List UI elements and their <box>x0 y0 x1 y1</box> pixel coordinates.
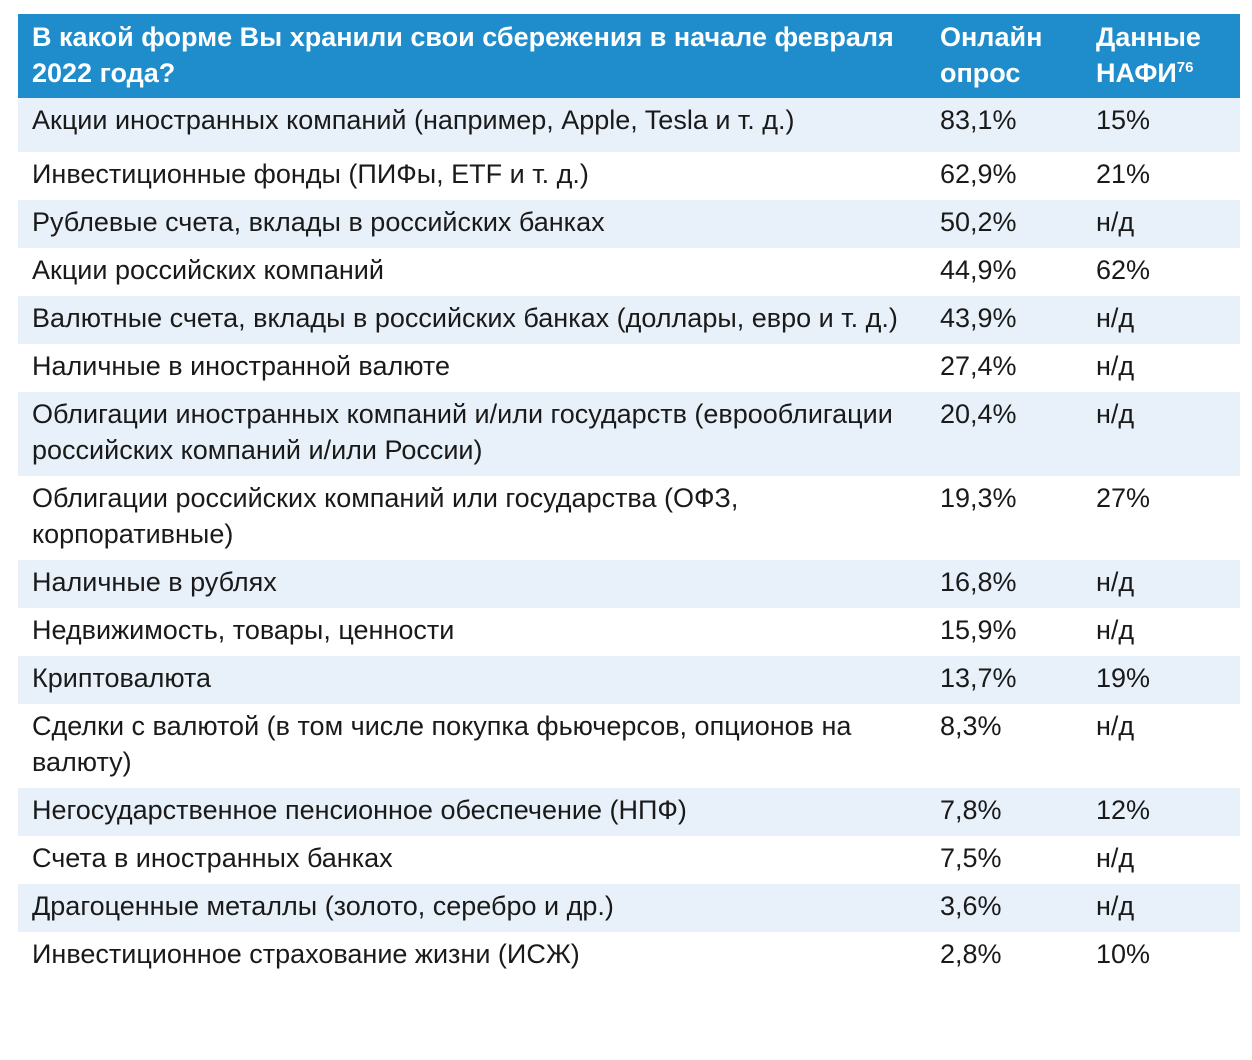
row-nafi-value: 10% <box>1096 939 1151 969</box>
row-label: Акции российских компаний <box>32 255 384 285</box>
row-label: Наличные в рублях <box>18 560 930 608</box>
row-online-value: 62,9% <box>940 159 1017 189</box>
row-label: Сделки с валютой (в том числе покупка фь… <box>32 711 852 777</box>
table-row: Наличные в рублях 16,8% н/д <box>18 560 1240 608</box>
row-online-value: 8,3% <box>940 711 1002 741</box>
row-nafi-value: н/д <box>1086 200 1240 248</box>
row-label: Негосударственное пенсионное обеспечение… <box>18 788 930 836</box>
row-online-value: 83,1% <box>930 98 1086 152</box>
table-row: Валютные счета, вклады в российских банк… <box>18 296 1240 344</box>
row-label: Инвестиционные фонды (ПИФы, ETF и т. д.) <box>32 159 589 189</box>
row-label: Рублевые счета, вклады в российских банк… <box>18 200 930 248</box>
row-online-value: 20,4% <box>930 392 1086 476</box>
row-label: Облигации иностранных компаний и/или гос… <box>18 392 930 476</box>
table-row: Акции иностранных компаний (например, Ap… <box>18 98 1240 152</box>
table-row: Недвижимость, товары, ценности 15,9% н/д <box>18 608 1240 656</box>
footnote-marker: 76 <box>1176 59 1194 76</box>
table-row: Негосударственное пенсионное обеспечение… <box>18 788 1240 836</box>
row-label: Облигации российских компаний или госуда… <box>32 483 739 549</box>
row-online-value: 19,3% <box>940 483 1017 513</box>
table-row: Инвестиционные фонды (ПИФы, ETF и т. д.)… <box>18 152 1240 200</box>
table-row: Счета в иностранных банках 7,5% н/д <box>18 836 1240 884</box>
row-nafi-value: н/д <box>1096 615 1135 645</box>
row-online-value: 13,7% <box>930 656 1086 704</box>
row-online-value: 27,4% <box>940 351 1017 381</box>
table-row: Драгоценные металлы (золото, серебро и д… <box>18 884 1240 932</box>
row-online-value: 7,8% <box>930 788 1086 836</box>
row-nafi-value: н/д <box>1086 392 1240 476</box>
row-label: Наличные в иностранной валюте <box>32 351 450 381</box>
row-nafi-value: 19% <box>1086 656 1240 704</box>
row-nafi-value: 27% <box>1096 483 1151 513</box>
row-label: Инвестиционное страхование жизни (ИСЖ) <box>32 939 580 969</box>
table-row: Наличные в иностранной валюте 27,4% н/д <box>18 344 1240 392</box>
row-label: Счета в иностранных банках <box>32 843 393 873</box>
row-label: Драгоценные металлы (золото, серебро и д… <box>18 884 930 932</box>
row-online-value: 50,2% <box>930 200 1086 248</box>
table-row: Инвестиционное страхование жизни (ИСЖ) 2… <box>18 932 1240 980</box>
row-label: Криптовалюта <box>18 656 930 704</box>
table-header-row: В какой форме Вы хранили свои сбережения… <box>18 14 1240 98</box>
row-nafi-value: 21% <box>1096 159 1151 189</box>
row-nafi-value: 15% <box>1086 98 1240 152</box>
header-online-survey: Онлайн опрос <box>930 14 1086 98</box>
row-nafi-value: н/д <box>1086 296 1240 344</box>
row-online-value: 3,6% <box>930 884 1086 932</box>
row-nafi-value: н/д <box>1086 884 1240 932</box>
row-nafi-value: 62% <box>1096 255 1151 285</box>
row-nafi-value: н/д <box>1096 351 1135 381</box>
row-label: Недвижимость, товары, ценности <box>32 615 455 645</box>
row-online-value: 7,5% <box>940 843 1002 873</box>
table-row: Криптовалюта 13,7% 19% <box>18 656 1240 704</box>
row-online-value: 43,9% <box>930 296 1086 344</box>
row-online-value: 16,8% <box>930 560 1086 608</box>
header-nafi-label: Данные НАФИ <box>1096 22 1201 88</box>
row-label: Валютные счета, вклады в российских банк… <box>18 296 930 344</box>
row-online-value: 44,9% <box>940 255 1017 285</box>
table-row: Сделки с валютой (в том числе покупка фь… <box>18 704 1240 788</box>
savings-table: В какой форме Вы хранили свои сбережения… <box>18 14 1240 980</box>
header-question: В какой форме Вы хранили свои сбережения… <box>18 14 930 98</box>
table-row: Акции российских компаний 44,9% 62% <box>18 248 1240 296</box>
header-nafi-data: Данные НАФИ76 <box>1086 14 1240 98</box>
row-online-value: 15,9% <box>940 615 1017 645</box>
row-nafi-value: н/д <box>1096 711 1135 741</box>
row-nafi-value: н/д <box>1096 843 1135 873</box>
savings-table-container: В какой форме Вы хранили свои сбережения… <box>18 14 1240 980</box>
row-nafi-value: н/д <box>1086 560 1240 608</box>
table-row: Облигации российских компаний или госуда… <box>18 476 1240 560</box>
row-online-value: 2,8% <box>940 939 1002 969</box>
table-row: Рублевые счета, вклады в российских банк… <box>18 200 1240 248</box>
row-label: Акции иностранных компаний (например, Ap… <box>18 98 930 152</box>
table-row: Облигации иностранных компаний и/или гос… <box>18 392 1240 476</box>
row-nafi-value: 12% <box>1086 788 1240 836</box>
